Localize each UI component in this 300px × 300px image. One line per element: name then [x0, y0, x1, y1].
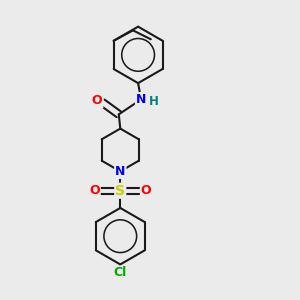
- Text: O: O: [141, 184, 152, 197]
- Text: O: O: [89, 184, 100, 197]
- Text: N: N: [136, 93, 146, 106]
- Text: S: S: [115, 184, 125, 198]
- Text: H: H: [148, 95, 158, 108]
- Text: N: N: [115, 165, 125, 178]
- Text: Cl: Cl: [114, 266, 127, 279]
- Text: O: O: [92, 94, 102, 107]
